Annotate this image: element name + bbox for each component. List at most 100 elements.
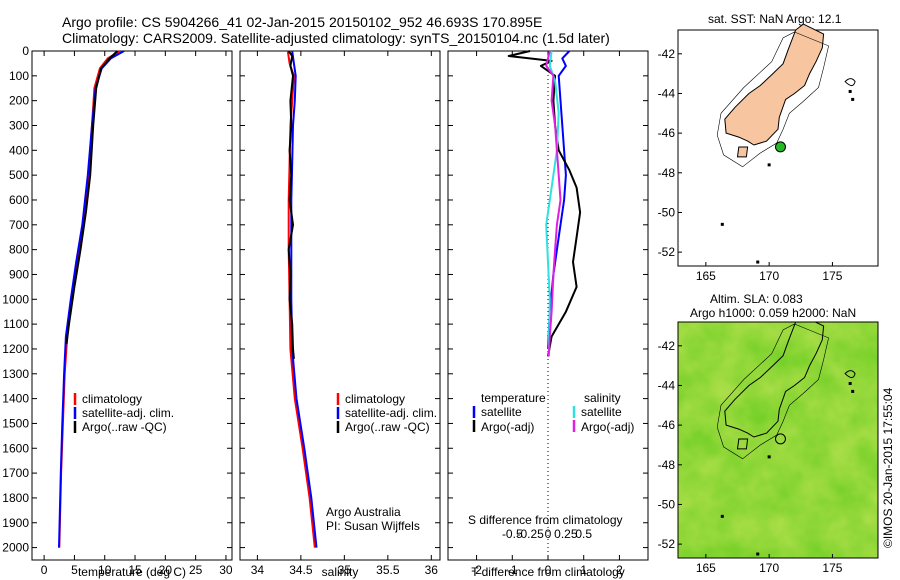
x-tick-label: 5 <box>71 563 78 577</box>
x-tick-label: 10 <box>98 563 112 577</box>
header-line1: Argo profile: CS 5904266_41 02-Jan-2015 … <box>62 14 542 30</box>
series-line-satellite-adj-clim- <box>290 50 318 548</box>
x-axis: -2 -1 0 1 2 <box>471 51 623 577</box>
x-tick-label: 0 <box>41 563 48 577</box>
top-map-title: sat. SST: NaN Argo: 12.1 <box>708 12 842 26</box>
map-y-tick-label: -46 <box>658 126 676 140</box>
legend-label-satellite: satellite-adj. clim. <box>82 406 174 420</box>
y-tick-label: 200 <box>9 94 29 108</box>
map-y-tick-label: -50 <box>658 497 676 511</box>
x-tick-label: 25 <box>189 563 203 577</box>
y-tick-label: 500 <box>9 168 29 182</box>
map-y-tick-label: -48 <box>658 458 676 472</box>
y-tick-label: 1900 <box>2 516 29 530</box>
temperature-legend: climatology satellite-adj. clim. Argo(..… <box>73 392 174 434</box>
bathymetry-contour <box>716 323 829 460</box>
small-island <box>720 222 724 226</box>
x-tick-label: 34 <box>251 563 265 577</box>
land-stewart-island <box>736 438 749 450</box>
bottom-map-title-line1: Altim. SLA: 0.083 <box>710 292 803 306</box>
map-y-tick-label: -42 <box>658 339 676 353</box>
sla-field-texture <box>678 322 878 558</box>
s-tick-label: -0.5 <box>502 527 523 541</box>
x-tick-label: 35.5 <box>376 563 400 577</box>
y-axis <box>240 50 440 549</box>
small-island <box>756 552 760 556</box>
y-tick-label: 600 <box>9 193 29 207</box>
series-line-temperature-argo-adj- <box>507 50 582 357</box>
map-x-tick-label: 165 <box>696 269 716 283</box>
y-tick-label: 1100 <box>3 317 29 331</box>
y-tick-label: 1700 <box>2 466 29 480</box>
temperature-panel: 0 5 10 15 20 25 30 temperature (deg C) 0 100 200 30… <box>2 44 233 579</box>
map-y-tick-label: -44 <box>658 86 676 100</box>
land-south-island <box>724 23 825 146</box>
land-stewart-island <box>736 146 749 158</box>
y-tick-label: 1400 <box>2 392 29 406</box>
imos-side-label: ©IMOS 20-Jan-2015 17:55:04 <box>881 387 895 548</box>
y-tick-label: 1600 <box>2 441 29 455</box>
legend-label-sal-argo: Argo(-adj) <box>581 420 634 434</box>
chatham-rise-contour <box>844 370 856 379</box>
y-tick-label: 1300 <box>2 367 29 381</box>
y-tick-label: 2000 <box>2 541 29 555</box>
x-tick-label: 0 <box>545 563 552 577</box>
y-tick-label: 1800 <box>2 491 29 505</box>
small-island <box>848 381 852 385</box>
x-axis: 34 34.5 35 35.5 36 <box>251 51 438 577</box>
difference-legend: temperature salinity satellite satellite… <box>468 391 634 527</box>
salinity-panel: 34 34.5 35 35.5 36 salinity <box>239 50 441 579</box>
x-axis-label: temperature (deg C) <box>78 565 186 579</box>
salinity-note-line2: PI: Susan Wijffels <box>326 519 420 533</box>
y-tick-label: 400 <box>9 143 29 157</box>
salinity-note-line1: Argo Australia <box>326 505 401 519</box>
y-tick-label: 700 <box>9 218 29 232</box>
s-tick-label: 0.5 <box>575 527 592 541</box>
y-tick-label: 1000 <box>2 292 29 306</box>
small-island <box>851 97 855 101</box>
legend-head-temperature: temperature <box>481 391 546 405</box>
chatham-rise-contour <box>844 78 856 87</box>
argo-float-marker <box>774 433 786 445</box>
land-south-island <box>724 322 825 438</box>
legend-head-salinity: salinity <box>584 391 621 405</box>
x-tick-label: -1 <box>507 563 518 577</box>
small-island <box>767 163 771 167</box>
argo-float-marker <box>774 141 786 153</box>
map-x-tick-label: 170 <box>759 561 779 575</box>
small-island <box>720 514 724 518</box>
map-y-tick-label: -50 <box>658 205 676 219</box>
small-island <box>756 260 760 264</box>
series-line-salinity-argo-adj- <box>545 50 562 357</box>
y-tick-label: 800 <box>9 243 29 257</box>
difference-panel: -2 -1 0 1 2T difference from climatology -0.5… <box>447 50 649 579</box>
x-tick-label: 35 <box>338 563 352 577</box>
series-line-argo-raw-qc- <box>287 50 295 359</box>
series-line-argo-raw-qc- <box>65 50 119 345</box>
x-axis: 0 5 10 15 20 25 30 <box>41 51 233 577</box>
x-tick-label: 2 <box>616 563 623 577</box>
x-tick-label: -2 <box>471 563 482 577</box>
header-line2: Climatology: CARS2009. Satellite-adjuste… <box>62 30 610 46</box>
legend-label-argo: Argo(..raw -QC) <box>82 420 167 434</box>
map-x-tick-label: 165 <box>696 561 716 575</box>
series-line-climatology <box>286 50 316 548</box>
legend-label-climatology: climatology <box>345 392 405 406</box>
salinity-legend: climatology satellite-adj. clim. Argo(..… <box>326 392 437 533</box>
y-axis <box>448 50 648 549</box>
s-tick-label: 0 <box>545 527 552 541</box>
bottom-map-frame <box>677 321 879 559</box>
s-axis-label: S difference from climatology <box>468 513 623 527</box>
y-tick-label: 1200 <box>2 342 29 356</box>
top-map: sat. SST: NaN Argo: 12.1 165 170 175 -42 -44… <box>658 12 879 283</box>
map-y-tick-label: -44 <box>658 378 676 392</box>
map-y-tick-label: -52 <box>658 245 676 259</box>
y-tick-label: 100 <box>9 69 29 83</box>
x-tick-label: 20 <box>159 563 173 577</box>
legend-label-temp-argo: Argo(-adj) <box>481 420 534 434</box>
y-axis: 0 100 200 300 400 500 600 700 800 900 1000 1100 1200… <box>2 44 232 555</box>
map-y-tick-label: -48 <box>658 166 676 180</box>
map-y-tick-label: -42 <box>658 47 676 61</box>
small-island <box>851 389 855 393</box>
